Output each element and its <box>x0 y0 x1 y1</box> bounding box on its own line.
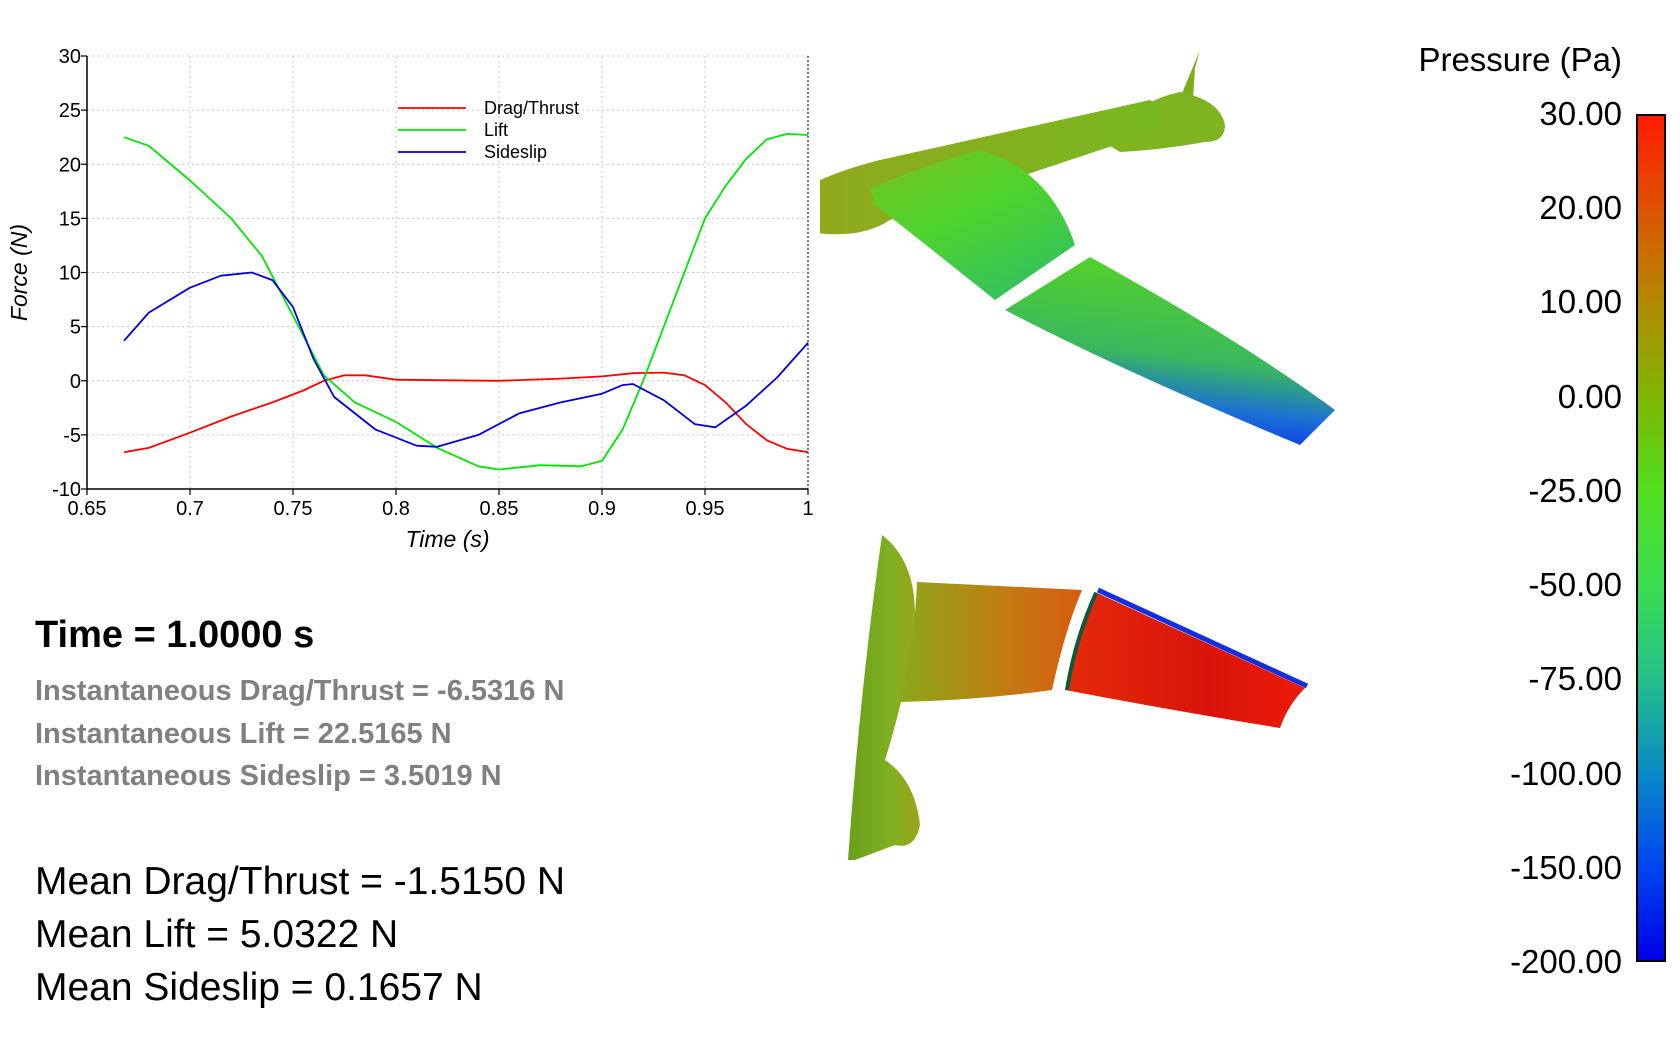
colorbar-tick-label: 30.00 <box>1539 95 1622 132</box>
inner-wing-top <box>870 150 1075 300</box>
fuselage-side <box>848 535 920 860</box>
y-tick-label: -10 <box>52 479 81 501</box>
y-axis-label: Force (N) <box>6 224 32 321</box>
x-tick-label: 0.8 <box>382 498 410 520</box>
colorbar-tick-label: -25.00 <box>1528 471 1622 509</box>
top-view-model <box>820 50 1335 445</box>
wing-gap-edge <box>1065 592 1098 691</box>
outer-wing-bottom <box>1065 592 1305 728</box>
x-tick-label: 1 <box>802 498 813 520</box>
y-tick-label: 0 <box>70 371 81 393</box>
outer-wing-edge <box>1096 587 1309 689</box>
x-tick-label: 0.9 <box>588 498 616 520</box>
series-line-sideslip <box>123 271 809 448</box>
legend-label: Drag/Thrust <box>484 98 579 118</box>
series-line-drag-thrust <box>123 371 809 454</box>
inner-wing-bottom <box>900 582 1082 702</box>
y-tick-label: 15 <box>59 208 81 230</box>
x-tick-label: 0.85 <box>480 498 519 520</box>
x-tick-label: 0.75 <box>274 498 313 520</box>
colorbar-title: Pressure (Pa) <box>1418 41 1622 78</box>
y-tick-label: -5 <box>63 425 81 447</box>
instantaneous-sideslip-label: Instantaneous Sideslip = 3.5019 N <box>35 760 502 792</box>
y-tick-label: 30 <box>59 46 81 68</box>
x-tick-label: 0.95 <box>686 498 725 520</box>
instantaneous-drag-label: Instantaneous Drag/Thrust = -6.5316 N <box>35 675 565 707</box>
colorbar-tick-label: -50.00 <box>1528 566 1622 604</box>
y-tick-label: 25 <box>59 100 81 122</box>
pressure-contour-model <box>820 50 1335 860</box>
time-label: Time = 1.0000 s <box>35 614 315 656</box>
legend-label: Lift <box>484 120 508 140</box>
colorbar-tick-label: -75.00 <box>1528 660 1622 698</box>
pressure-colorbar <box>1636 114 1666 962</box>
bottom-view-model <box>848 535 1309 860</box>
x-tick-label: 0.7 <box>176 498 204 520</box>
legend-label: Sideslip <box>484 142 547 162</box>
mean-lift-label: Mean Lift = 5.0322 N <box>35 913 399 956</box>
colorbar-tick-label: 10.00 <box>1539 283 1622 321</box>
colorbar-tick-label: -200.00 <box>1510 943 1622 980</box>
colorbar-tick-label: 0.00 <box>1557 377 1622 415</box>
instantaneous-lift-label: Instantaneous Lift = 22.5165 N <box>35 718 452 750</box>
mean-drag-label: Mean Drag/Thrust = -1.5150 N <box>35 860 566 903</box>
x-tick-label: 0.65 <box>68 498 107 520</box>
force-history-chart: 0.65 0.7 0.75 0.8 0.85 0.9 0.95 1 -10 -5 0 5 10 15 20 2… <box>6 46 814 552</box>
y-tick-label: 20 <box>59 154 81 176</box>
colorbar-tick-label: -100.00 <box>1510 754 1622 792</box>
y-tick-label: 5 <box>70 317 81 339</box>
series-line-lift <box>123 133 809 471</box>
colorbar-tick-label: 20.00 <box>1539 189 1622 227</box>
outer-wing-top <box>1005 257 1335 445</box>
y-tick-label: 10 <box>59 263 81 285</box>
mean-sideslip-label: Mean Sideslip = 0.1657 N <box>35 966 483 1009</box>
colorbar-tick-label: -150.00 <box>1510 848 1622 886</box>
x-axis-label: Time (s) <box>405 526 489 552</box>
